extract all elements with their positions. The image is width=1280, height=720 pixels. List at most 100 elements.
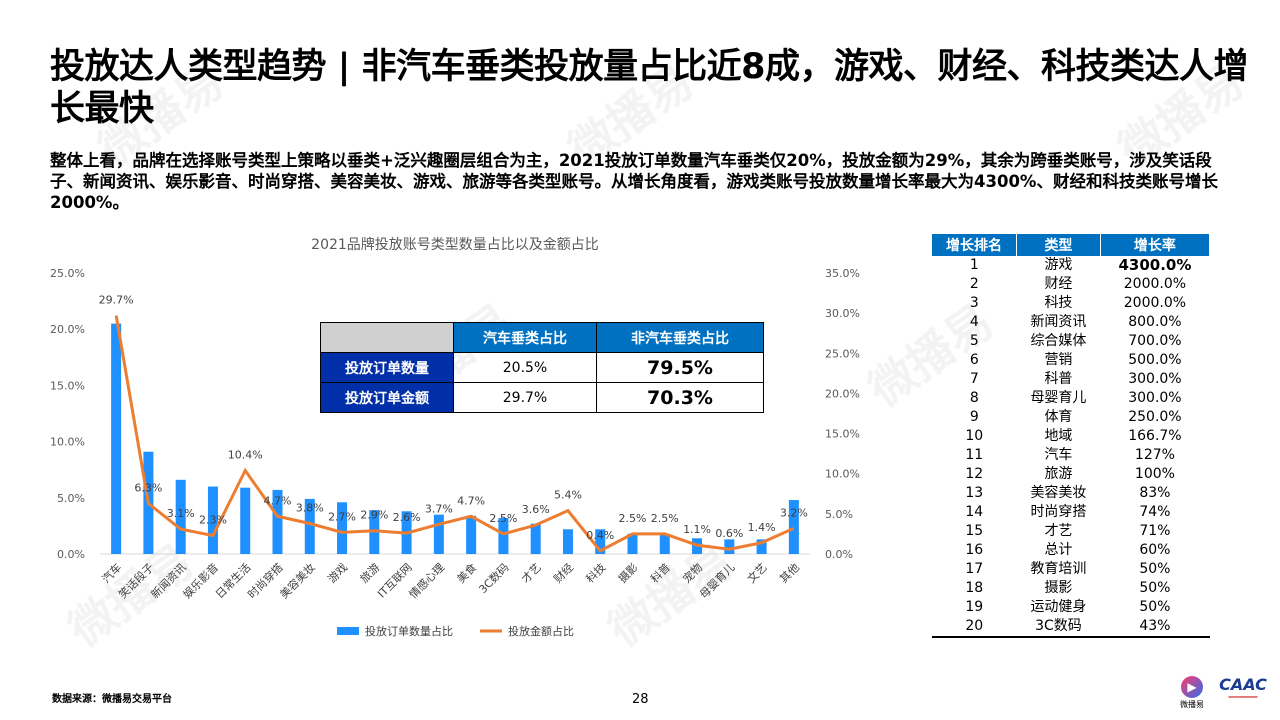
data-label-amount-share: 29.7% bbox=[99, 294, 134, 307]
right-axis-tick: 5.0% bbox=[825, 508, 853, 521]
left-axis-tick: 15.0% bbox=[50, 379, 85, 392]
data-label-amount-share: 1.1% bbox=[683, 523, 711, 536]
x-axis-category-label: 其他 bbox=[777, 561, 802, 586]
legend-line-label: 投放金额占比 bbox=[508, 624, 574, 638]
data-label-amount-share: 0.4% bbox=[586, 529, 614, 542]
data-label-amount-share: 4.7% bbox=[457, 494, 485, 507]
growth-cell-rate: 60% bbox=[1139, 542, 1171, 558]
growth-cell-type: 财经 bbox=[1044, 276, 1073, 292]
legend-bar-label: 投放订单数量占比 bbox=[365, 624, 453, 638]
bar-order-share bbox=[562, 529, 573, 554]
bar-order-share bbox=[724, 539, 735, 554]
growth-row: 2 财经 2000.0% bbox=[932, 275, 1210, 294]
x-axis-category-label: 情感心理 bbox=[407, 561, 447, 601]
growth-cell-type: 科技 bbox=[1044, 295, 1073, 311]
growth-cell-rank: 14 bbox=[965, 504, 984, 520]
summary-cell-orders-non-auto: 79.5% bbox=[596, 352, 764, 383]
growth-cell-rank: 12 bbox=[965, 466, 984, 482]
growth-cell-type: 体育 bbox=[1044, 409, 1073, 425]
summary-table: 汽车垂类占比 非汽车垂类占比 投放订单数量 20.5% 79.5% 投放订单金额… bbox=[320, 322, 764, 413]
growth-cell-type: 时尚穿搭 bbox=[1030, 504, 1087, 520]
growth-row: 14 时尚穿搭 74% bbox=[932, 503, 1210, 522]
growth-cell-rate: 100% bbox=[1134, 466, 1175, 482]
x-axis-category-label: 3C数码 bbox=[476, 561, 511, 596]
line-amount-share bbox=[114, 315, 795, 553]
growth-row: 18 摄影 50% bbox=[932, 579, 1210, 598]
growth-cell-rate: 71% bbox=[1139, 523, 1171, 539]
growth-header-rank: 增长排名 bbox=[932, 234, 1018, 256]
summary-cell-orders-auto: 20.5% bbox=[453, 352, 597, 383]
x-axis-category-label: 科普 bbox=[647, 560, 672, 585]
growth-cell-type: 游戏 bbox=[1044, 257, 1073, 273]
growth-cell-rate: 500.0% bbox=[1128, 352, 1182, 368]
growth-row: 20 3C数码 43% bbox=[932, 617, 1210, 638]
data-label-amount-share: 3.1% bbox=[167, 507, 195, 520]
summary-header-non-auto: 非汽车垂类占比 bbox=[596, 322, 764, 353]
bar-order-share bbox=[498, 518, 509, 554]
growth-cell-type: 3C数码 bbox=[1016, 617, 1101, 638]
growth-cell-rate: 2000.0% bbox=[1123, 276, 1187, 292]
growth-cell-rate: 127% bbox=[1134, 447, 1175, 463]
x-axis-category-label: 摄影 bbox=[615, 560, 640, 585]
data-label-amount-share: 1.4% bbox=[748, 521, 776, 534]
growth-cell-rank: 10 bbox=[965, 428, 984, 444]
left-axis-tick: 0.0% bbox=[57, 548, 85, 561]
right-axis-tick: 35.0% bbox=[825, 267, 860, 280]
left-axis-tick: 10.0% bbox=[50, 436, 85, 449]
growth-cell-type: 摄影 bbox=[1044, 580, 1073, 596]
growth-cell-type: 才艺 bbox=[1044, 523, 1073, 539]
growth-cell-rank: 2 bbox=[969, 276, 979, 292]
bar-order-share bbox=[304, 498, 315, 554]
right-axis-tick: 20.0% bbox=[825, 387, 860, 400]
growth-cell-rank: 5 bbox=[969, 333, 979, 349]
growth-row: 16 总计 60% bbox=[932, 541, 1210, 560]
x-axis-category-label: 汽车 bbox=[99, 560, 124, 585]
growth-cell-type: 旅游 bbox=[1044, 466, 1073, 482]
growth-cell-rank: 11 bbox=[965, 447, 984, 463]
growth-cell-rate: 166.7% bbox=[1128, 428, 1182, 444]
x-axis-category-label: 美食 bbox=[454, 560, 479, 585]
growth-cell-type: 教育培训 bbox=[1030, 561, 1087, 577]
data-label-amount-share: 3.6% bbox=[522, 503, 550, 516]
left-axis-tick: 5.0% bbox=[57, 492, 85, 505]
growth-cell-rate: 50% bbox=[1139, 580, 1171, 596]
bar-order-share bbox=[756, 539, 767, 554]
data-label-amount-share: 2.5% bbox=[489, 512, 517, 525]
page-title: 投放达人类型趋势 | 非汽车垂类投放量占比近8成，游戏、财经、科技类达人增长最快 bbox=[50, 47, 1249, 129]
data-label-amount-share: 3.2% bbox=[780, 506, 808, 519]
bar-order-share bbox=[659, 533, 670, 554]
growth-cell-rate: 74% bbox=[1139, 504, 1171, 520]
growth-row: 17 教育培训 50% bbox=[932, 560, 1210, 579]
summary-row-label-orders: 投放订单数量 bbox=[320, 352, 454, 383]
data-label-amount-share: 10.4% bbox=[228, 449, 263, 462]
growth-cell-type: 美容美妆 bbox=[1030, 485, 1087, 501]
growth-cell-type: 综合媒体 bbox=[1030, 333, 1087, 349]
growth-table: 增长排名 类型 增长率 1 游戏 4300.0% 2 财经 2000.0% 3 科技 2000.… bbox=[932, 234, 1211, 638]
x-axis-category-label: 宠物 bbox=[680, 560, 705, 585]
data-label-amount-share: 2.9% bbox=[360, 509, 388, 522]
bar-order-share bbox=[530, 523, 541, 554]
bar-order-share bbox=[175, 479, 186, 554]
growth-row: 4 新闻资讯 800.0% bbox=[932, 313, 1210, 332]
growth-row: 12 旅游 100% bbox=[932, 465, 1210, 484]
data-source: 数据来源：微播易交易平台 bbox=[52, 694, 172, 705]
x-axis-category-label: 旅游 bbox=[357, 560, 382, 585]
growth-cell-type: 运动健身 bbox=[1030, 599, 1087, 615]
growth-row: 13 美容美妆 83% bbox=[932, 484, 1210, 503]
growth-row: 19 运动健身 50% bbox=[932, 598, 1210, 617]
x-axis-category-label: 母婴育儿 bbox=[696, 560, 737, 601]
growth-cell-rank: 20 bbox=[932, 617, 1017, 638]
data-label-amount-share: 4.7% bbox=[264, 494, 292, 507]
growth-cell-rank: 17 bbox=[965, 561, 984, 577]
growth-row: 3 科技 2000.0% bbox=[932, 294, 1210, 313]
bar-order-share bbox=[433, 514, 444, 554]
x-axis-category-label: 科技 bbox=[583, 560, 608, 585]
combo-chart: 2021品牌投放账号类型数量占比以及金额占比 0.0% 5.0% 10.0% 15.0%… bbox=[50, 236, 860, 638]
growth-cell-rank: 7 bbox=[969, 371, 979, 387]
growth-cell-rank: 9 bbox=[969, 409, 979, 425]
data-label-amount-share: 0.6% bbox=[715, 527, 743, 540]
right-axis-tick: 30.0% bbox=[825, 307, 860, 320]
growth-row: 1 游戏 4300.0% bbox=[932, 256, 1210, 275]
summary-cell-amount-non-auto: 70.3% bbox=[596, 382, 764, 413]
growth-cell-rate: 700.0% bbox=[1128, 333, 1182, 349]
